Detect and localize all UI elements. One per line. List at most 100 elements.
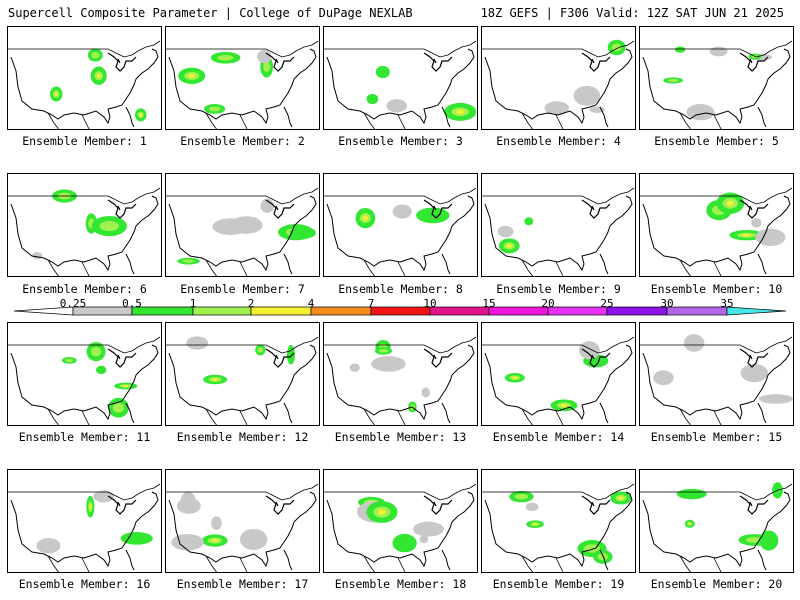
colorbar-tick-label: 4 (307, 297, 315, 310)
panel-label: Ensemble Member: 13 (334, 430, 467, 444)
colorbar-tick-label: 15 (482, 297, 496, 310)
scp-contour (212, 218, 249, 235)
colorbar-tick-label: 0.25 (59, 297, 87, 310)
us-map (166, 187, 319, 276)
colorbar-tick-label: 2 (247, 297, 255, 310)
scp-contour (676, 488, 707, 500)
colorbar-tick-label: 30 (660, 297, 674, 310)
title-left: Supercell Composite Parameter | College … (8, 6, 413, 20)
scp-contour (524, 217, 534, 226)
scp-contour (375, 65, 390, 79)
scp-contour (386, 99, 407, 113)
us-map (640, 40, 793, 129)
ensemble-panel (323, 26, 478, 130)
scp-contour (260, 198, 275, 214)
scp-contour (653, 370, 674, 386)
panel-label: Ensemble Member: 1 (22, 134, 147, 148)
ensemble-panel (7, 26, 162, 130)
ensemble-panel (7, 469, 162, 573)
us-map (482, 483, 635, 572)
us-map (8, 483, 161, 572)
us-map (8, 187, 161, 276)
colorbar-segment (488, 306, 549, 316)
panel-label: Ensemble Member: 20 (650, 577, 783, 591)
scp-contour (286, 344, 295, 365)
ensemble-panel (165, 173, 320, 277)
ensemble-panel (323, 322, 478, 426)
title-right: 18Z GEFS | F306 Valid: 12Z SAT JUN 21 20… (480, 6, 784, 20)
scp-contour (96, 365, 107, 375)
panel-label: Ensemble Member: 11 (18, 430, 151, 444)
colorbar-segment (310, 306, 372, 316)
panel-label: Ensemble Member: 8 (338, 282, 463, 296)
panel-label: Ensemble Member: 16 (18, 577, 151, 591)
colorbar-segment (666, 306, 728, 316)
scp-contour (740, 363, 769, 383)
ensemble-panel (165, 26, 320, 130)
scp-contour (419, 535, 429, 544)
scp-contour (413, 521, 444, 537)
ensemble-panel (481, 469, 636, 573)
ensemble-panel (481, 322, 636, 426)
scp-contour (758, 394, 793, 404)
us-map (482, 39, 635, 129)
scp-contour (257, 49, 272, 64)
ensemble-panel (165, 469, 320, 573)
colorbar-tick-label: 35 (720, 297, 734, 310)
scp-contour (751, 218, 762, 228)
us-map (324, 40, 477, 129)
ensemble-panel (481, 26, 636, 130)
scp-contour (239, 528, 268, 551)
us-map (640, 334, 793, 425)
colorbar (13, 306, 787, 316)
us-map (324, 483, 477, 572)
colorbar-tick-label: 7 (367, 297, 375, 310)
scp-contour (709, 46, 728, 57)
panel-label: Ensemble Member: 17 (176, 577, 309, 591)
scp-contour (579, 341, 600, 360)
panel-label: Ensemble Member: 18 (334, 577, 467, 591)
scp-contour (544, 101, 569, 115)
colorbar-tick-label: 20 (541, 297, 555, 310)
scp-contour (289, 226, 316, 239)
panel-label: Ensemble Member: 12 (176, 430, 309, 444)
ensemble-panel (323, 173, 478, 277)
colorbar-segment (192, 306, 252, 316)
us-map (166, 336, 319, 425)
panel-label: Ensemble Member: 5 (654, 134, 779, 148)
ensemble-panel (481, 173, 636, 277)
scp-contour (759, 530, 779, 551)
panel-label: Ensemble Member: 19 (492, 577, 625, 591)
scp-contour (36, 537, 61, 554)
colorbar-segment (726, 306, 787, 316)
panel-label: Ensemble Member: 7 (180, 282, 305, 296)
scp-contour (683, 334, 705, 352)
scp-contour (171, 534, 204, 551)
us-map (640, 482, 793, 572)
colorbar-segment (429, 306, 490, 316)
ensemble-panel (639, 322, 794, 426)
ensemble-panel (639, 173, 794, 277)
panel-label: Ensemble Member: 9 (496, 282, 621, 296)
panel-label: Ensemble Member: 14 (492, 430, 625, 444)
us-map (324, 336, 477, 425)
colorbar-segment (606, 306, 668, 316)
scp-contour (686, 104, 715, 121)
colorbar-tick-label: 10 (423, 297, 437, 310)
ensemble-panel (7, 322, 162, 426)
panel-label: Ensemble Member: 10 (650, 282, 783, 296)
panel-label: Ensemble Member: 3 (338, 134, 463, 148)
scp-contour (392, 533, 417, 553)
scp-contour (392, 204, 412, 219)
us-map (640, 187, 793, 276)
scp-contour (186, 336, 208, 350)
panel-label: Ensemble Member: 2 (180, 134, 305, 148)
panel-label: Ensemble Member: 4 (496, 134, 621, 148)
scp-contour (120, 532, 153, 545)
scp-contour (371, 356, 406, 372)
scp-contour (349, 363, 360, 372)
scp-contour (573, 85, 601, 106)
colorbar-tick-label: 25 (600, 297, 614, 310)
scp-contour (755, 228, 786, 247)
ensemble-panel (165, 322, 320, 426)
